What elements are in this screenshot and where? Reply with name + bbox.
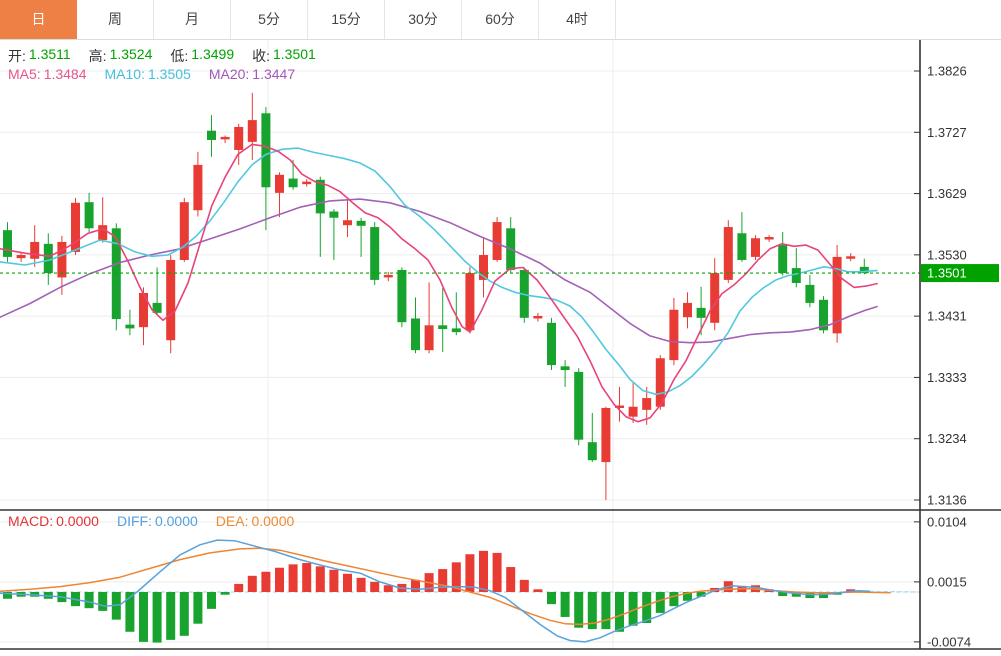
price-axis-labels: 1.3826 1.3727 1.3629 1.3530 1.3431 1.3333 1.32… <box>914 64 971 649</box>
tab-60min[interactable]: 60分 <box>462 0 539 39</box>
tab-15min[interactable]: 15分 <box>308 0 385 39</box>
svg-text:0.0015: 0.0015 <box>927 574 967 589</box>
ma5-line <box>0 143 878 423</box>
svg-text:1.3234: 1.3234 <box>927 431 967 446</box>
dea-line <box>0 547 891 626</box>
timeframe-tabbar: 日 周 月 5分 15分 30分 60分 4时 <box>0 0 1001 40</box>
svg-text:-0.0074: -0.0074 <box>927 634 971 649</box>
svg-text:1.3826: 1.3826 <box>927 64 967 79</box>
tab-5min[interactable]: 5分 <box>231 0 308 39</box>
tab-4hour[interactable]: 4时 <box>539 0 616 39</box>
svg-text:1.3530: 1.3530 <box>927 247 967 262</box>
macd-histogram <box>3 550 869 643</box>
tab-week[interactable]: 周 <box>77 0 154 39</box>
tab-day[interactable]: 日 <box>0 0 77 39</box>
last-price-badge: 1.3501 <box>921 264 999 283</box>
gridlines <box>0 40 920 649</box>
tab-30min[interactable]: 30分 <box>385 0 462 39</box>
diff-line <box>0 539 871 643</box>
ma10-line <box>0 147 878 396</box>
svg-text:1.3431: 1.3431 <box>927 309 967 324</box>
svg-text:1.3629: 1.3629 <box>927 186 967 201</box>
svg-text:1.3501: 1.3501 <box>927 266 967 281</box>
ma20-line <box>0 198 878 344</box>
diff-extension-line <box>869 590 921 593</box>
svg-text:0.0104: 0.0104 <box>927 514 967 529</box>
svg-text:1.3333: 1.3333 <box>927 370 967 385</box>
svg-text:1.3727: 1.3727 <box>927 125 967 140</box>
tab-month[interactable]: 月 <box>154 0 231 39</box>
candlestick-series <box>3 92 869 500</box>
svg-text:1.3136: 1.3136 <box>927 493 967 508</box>
